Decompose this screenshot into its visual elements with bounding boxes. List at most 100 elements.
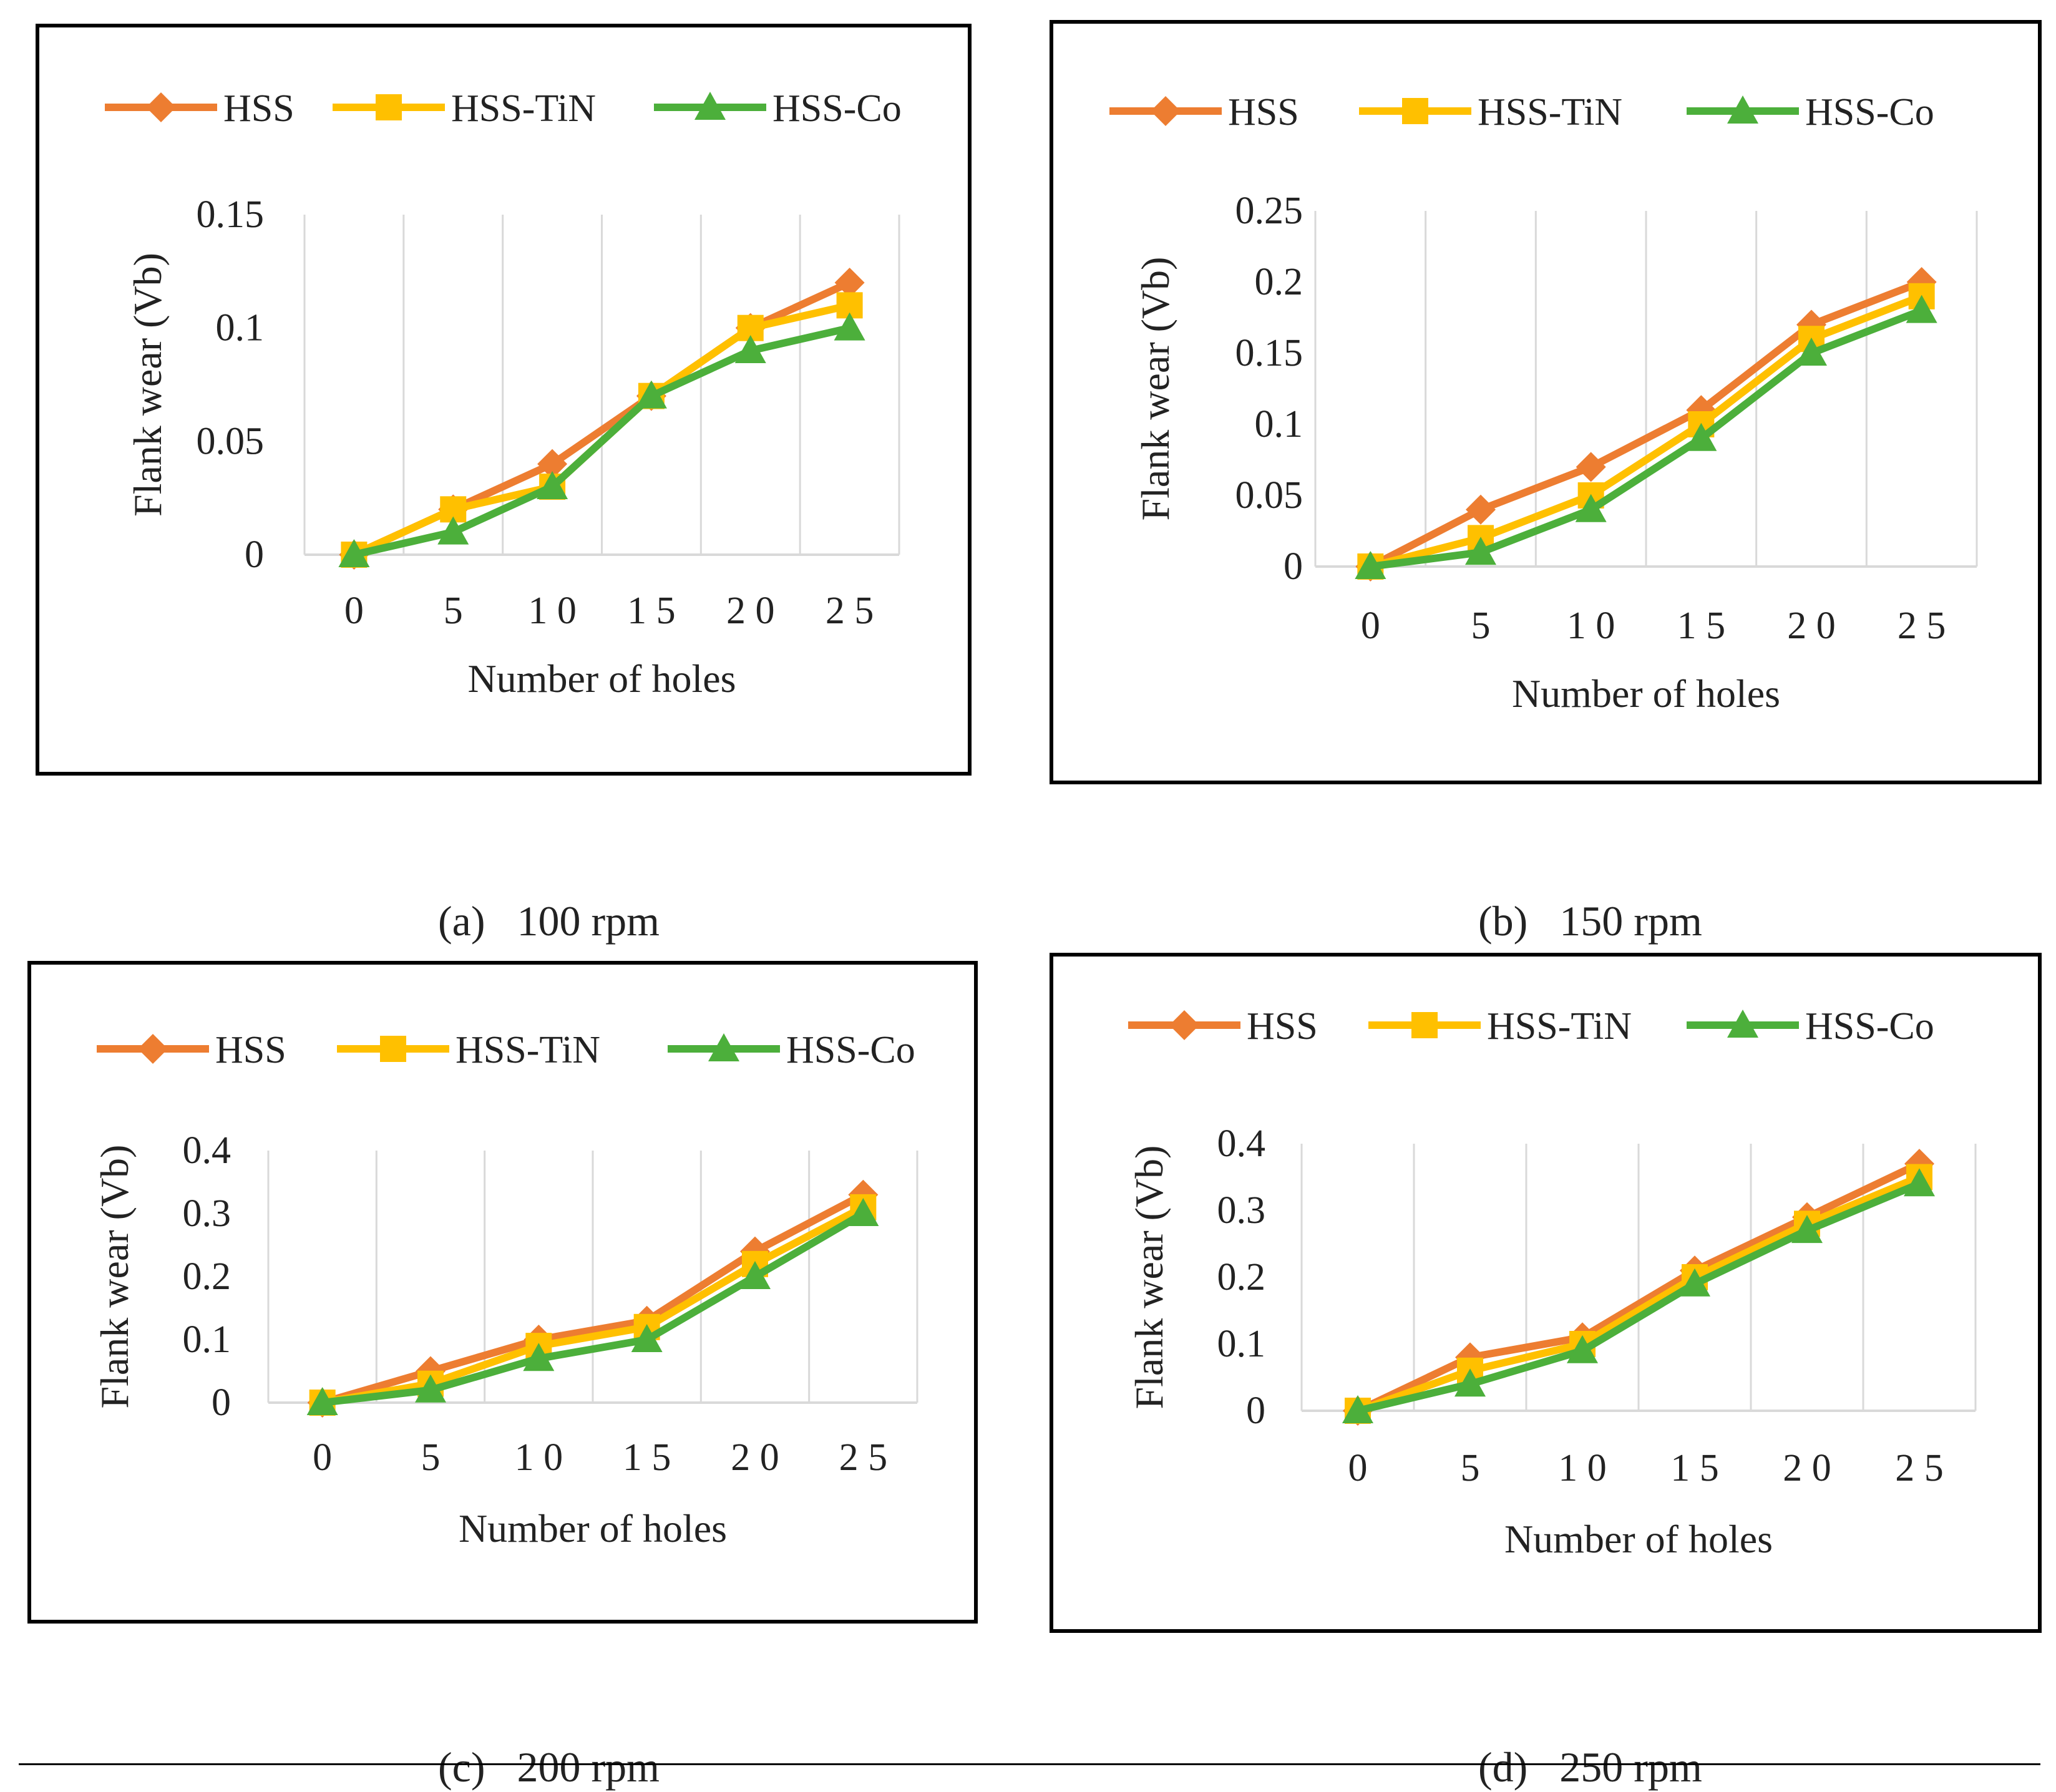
x-tick-label: 5 bbox=[421, 1436, 441, 1479]
legend-marker bbox=[380, 1036, 406, 1062]
y-tick-label: 0.4 bbox=[183, 1129, 231, 1172]
data-point-hss-co bbox=[537, 471, 568, 499]
y-tick-label: 0.3 bbox=[183, 1192, 231, 1235]
x-tick-label: 5 bbox=[1461, 1447, 1480, 1489]
x-tick-label: 2 5 bbox=[1898, 605, 1946, 647]
legend-label: HSS-TiN bbox=[451, 87, 596, 130]
x-tick-label: 1 5 bbox=[623, 1436, 671, 1479]
legend-entry-hss: HSS bbox=[1128, 1005, 1318, 1048]
y-tick-label: 0.1 bbox=[183, 1318, 231, 1361]
y-axis-title: Flank wear (Vb) bbox=[125, 253, 170, 517]
x-tick-label: 2 0 bbox=[1787, 605, 1836, 647]
y-tick-label: 0.2 bbox=[1255, 261, 1303, 303]
data-point-hss-co bbox=[1791, 1215, 1823, 1244]
x-tick-label: 2 5 bbox=[839, 1436, 888, 1479]
x-tick-label: 1 0 bbox=[528, 590, 577, 632]
legend-label: HSS bbox=[223, 87, 295, 130]
data-point-hss-co bbox=[631, 1324, 663, 1352]
y-tick-label: 0.15 bbox=[1235, 332, 1303, 374]
y-tick-label: 0 bbox=[212, 1381, 231, 1424]
caption-b: (b) 150 rpm bbox=[1457, 847, 1702, 946]
series-line-hss-co bbox=[1370, 307, 1923, 570]
legend-entry-hss-tin: HSS-TiN bbox=[337, 1029, 600, 1071]
series-line-hss-tin bbox=[1369, 293, 1923, 570]
x-tick-label: 2 0 bbox=[731, 1436, 779, 1479]
x-tick-label: 1 5 bbox=[1670, 1447, 1719, 1489]
legend-entry-hss-co: HSS-Co bbox=[1687, 91, 1934, 134]
legend-marker bbox=[1411, 1012, 1438, 1038]
y-tick-label: 0.05 bbox=[197, 420, 265, 462]
caption-text-b: 150 rpm bbox=[1559, 897, 1702, 945]
x-tick-label: 5 bbox=[1471, 605, 1491, 647]
legend-marker bbox=[376, 94, 402, 120]
legend-entry-hss: HSS bbox=[105, 87, 295, 130]
legend-marker bbox=[146, 92, 176, 122]
y-tick-label: 0 bbox=[1246, 1390, 1265, 1432]
caption-a: (a) 100 rpm bbox=[417, 847, 660, 946]
y-tick-label: 0 bbox=[245, 533, 264, 576]
caption-text-d: 250 rpm bbox=[1559, 1743, 1702, 1791]
y-tick-label: 0.3 bbox=[1217, 1189, 1266, 1232]
legend-label: HSS-Co bbox=[1805, 1005, 1934, 1048]
x-tick-label: 1 0 bbox=[1558, 1447, 1607, 1489]
legend-entry-hss-tin: HSS-TiN bbox=[333, 87, 596, 130]
series-line-hss bbox=[321, 1191, 865, 1406]
x-tick-label: 0 bbox=[313, 1436, 332, 1479]
data-point-hss-co bbox=[1904, 1168, 1935, 1197]
y-tick-label: 0.2 bbox=[183, 1255, 231, 1298]
x-axis-title: Number of holes bbox=[459, 1506, 727, 1551]
caption-d: (d) 250 rpm bbox=[1457, 1693, 1702, 1792]
caption-label-d: (d) bbox=[1478, 1743, 1528, 1791]
data-point-hss-co bbox=[523, 1343, 555, 1371]
legend-entry-hss-co: HSS-Co bbox=[654, 87, 902, 130]
legend-label: HSS-Co bbox=[772, 87, 902, 130]
data-point-hss-co bbox=[1906, 295, 1937, 323]
x-axis-title: Number of holes bbox=[467, 656, 736, 701]
data-point-hss-co bbox=[1685, 422, 1717, 451]
legend-marker bbox=[1727, 95, 1758, 124]
data-point-hss-co bbox=[1355, 551, 1386, 579]
data-point-hss bbox=[1796, 309, 1826, 340]
y-tick-label: 0.1 bbox=[1217, 1323, 1266, 1365]
data-point-hss-co bbox=[1679, 1268, 1710, 1297]
data-point-hss-co bbox=[847, 1198, 879, 1226]
x-tick-label: 2 5 bbox=[826, 590, 874, 632]
legend-marker bbox=[1151, 96, 1181, 126]
x-axis-title: Number of holes bbox=[1512, 671, 1780, 716]
x-tick-label: 0 bbox=[1348, 1447, 1368, 1489]
y-tick-label: 0.4 bbox=[1217, 1122, 1266, 1165]
data-point-hss bbox=[1686, 395, 1717, 426]
caption-label-b: (b) bbox=[1478, 897, 1528, 945]
legend-marker bbox=[1727, 1010, 1758, 1038]
legend-label: HSS bbox=[1247, 1005, 1318, 1048]
data-point-hss-co bbox=[1454, 1368, 1486, 1397]
legend-marker bbox=[708, 1033, 739, 1061]
data-point-hss-co bbox=[1796, 338, 1827, 366]
series-line-hss-co bbox=[353, 324, 850, 558]
legend-label: HSS-Co bbox=[786, 1029, 915, 1071]
y-tick-label: 0.1 bbox=[216, 307, 265, 349]
data-point-hss-co bbox=[635, 380, 667, 409]
caption-label-c: (c) bbox=[438, 1743, 485, 1791]
series-line-hss-tin bbox=[321, 1204, 865, 1406]
caption-text-a: 100 rpm bbox=[517, 897, 660, 945]
y-tick-label: 0 bbox=[1284, 545, 1303, 588]
data-point-hss-co bbox=[734, 335, 766, 363]
caption-label-a: (a) bbox=[438, 897, 485, 945]
data-point-hss-co bbox=[739, 1261, 771, 1289]
x-tick-label: 0 bbox=[1361, 605, 1380, 647]
data-point-hss-co bbox=[834, 312, 865, 341]
legend-entry-hss-co: HSS-Co bbox=[1687, 1005, 1934, 1048]
bottom-rule bbox=[19, 1763, 2040, 1765]
legend-marker bbox=[1169, 1010, 1199, 1040]
series-line-hss bbox=[1368, 278, 1923, 570]
y-tick-label: 0.05 bbox=[1235, 474, 1303, 517]
x-tick-label: 2 0 bbox=[1783, 1447, 1831, 1489]
y-tick-label: 0.1 bbox=[1255, 403, 1303, 446]
data-point-hss-co bbox=[1465, 537, 1496, 565]
